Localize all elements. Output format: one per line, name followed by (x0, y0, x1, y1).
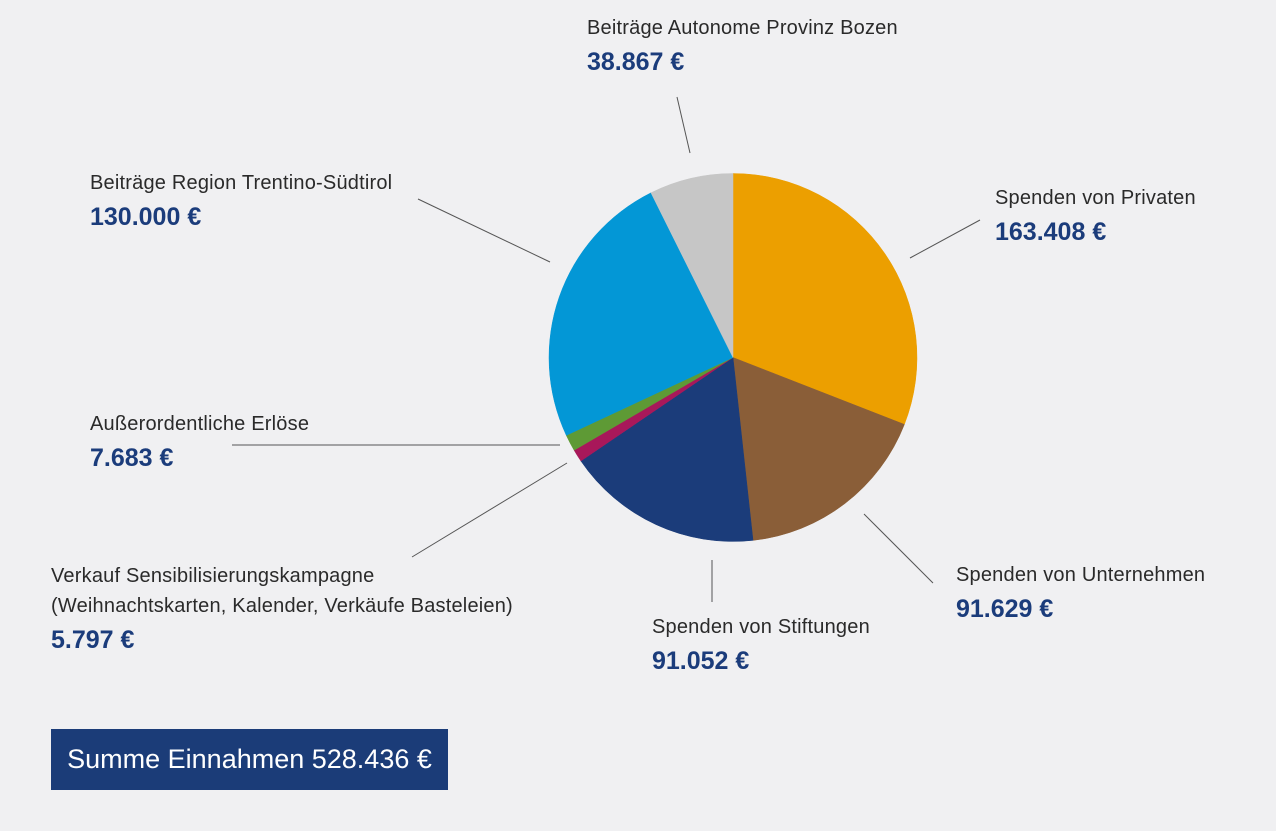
slice-label-verkauf: Verkauf Sensibilisierungskampagne (51, 565, 375, 587)
callout-region: Beiträge Region Trentino-Südtirol 130.00… (90, 168, 392, 234)
leader-line-privaten (909, 219, 981, 259)
slice-value-verkauf: 5.797 € (51, 626, 135, 654)
pie-slice-unternehmen (732, 357, 905, 541)
slice-label-stiftungen: Spenden von Stiftungen (652, 616, 870, 638)
slice-value-erloese: 7.683 € (90, 444, 174, 472)
pie-slices (548, 173, 918, 542)
callout-erloese: Außerordentliche Erlöse 7.683 € (90, 409, 309, 475)
pie-slice-provinz (650, 173, 734, 358)
slice-label-unternehmen: Spenden von Unternehmen (956, 564, 1206, 586)
leader-lines (232, 96, 981, 602)
slice-value-provinz: 38.867 € (587, 48, 685, 76)
slice-label-erloese: Außerordentliche Erlöse (90, 413, 310, 435)
callout-privaten: Spenden von Privaten 163.408 € (995, 183, 1196, 249)
pie-slice-privaten (732, 173, 918, 425)
total-revenue-badge: Summe Einnahmen 528.436 € (51, 729, 448, 790)
slice-label-verkauf-line2: (Weihnachtskarten, Kalender, Verkäufe Ba… (51, 595, 513, 617)
slice-value-stiftungen: 91.052 € (652, 647, 750, 675)
slice-value-region: 130.000 € (90, 203, 202, 231)
leader-line-region (417, 198, 551, 263)
slice-label-region: Beiträge Region Trentino-Südtirol (90, 172, 393, 194)
leader-line-unternehmen (863, 513, 934, 584)
callout-unternehmen: Spenden von Unternehmen 91.629 € (956, 560, 1205, 626)
pie-slice-stiftungen (580, 357, 754, 542)
pie-slice-region (548, 192, 734, 436)
callout-stiftungen: Spenden von Stiftungen 91.052 € (652, 612, 870, 678)
leader-line-provinz (676, 96, 691, 154)
slice-value-unternehmen: 91.629 € (956, 595, 1054, 623)
slice-label-provinz: Beiträge Autonome Provinz Bozen (587, 17, 898, 39)
slice-value-privaten: 163.408 € (995, 218, 1107, 246)
leader-line-verkauf (411, 462, 568, 558)
callout-provinz: Beiträge Autonome Provinz Bozen 38.867 € (587, 13, 898, 79)
callout-verkauf: Verkauf Sensibilisierungskampagne (Weihn… (51, 561, 513, 657)
slice-label-privaten: Spenden von Privaten (995, 187, 1196, 209)
